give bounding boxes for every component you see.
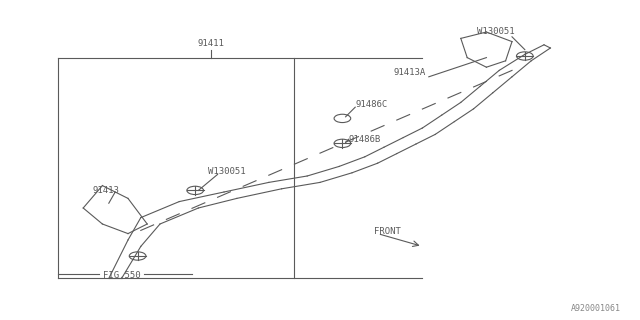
Text: 91486C: 91486C [355,100,387,108]
Text: 91413: 91413 [93,186,120,195]
Text: 91486B: 91486B [349,135,381,144]
Text: W130051: W130051 [208,167,246,176]
Text: W130051: W130051 [477,27,515,36]
Text: A920001061: A920001061 [571,304,621,313]
Text: FRONT: FRONT [374,228,401,236]
Text: FIG.550: FIG.550 [103,271,140,280]
Text: 91413A: 91413A [394,68,426,76]
Text: 91411: 91411 [198,39,225,48]
